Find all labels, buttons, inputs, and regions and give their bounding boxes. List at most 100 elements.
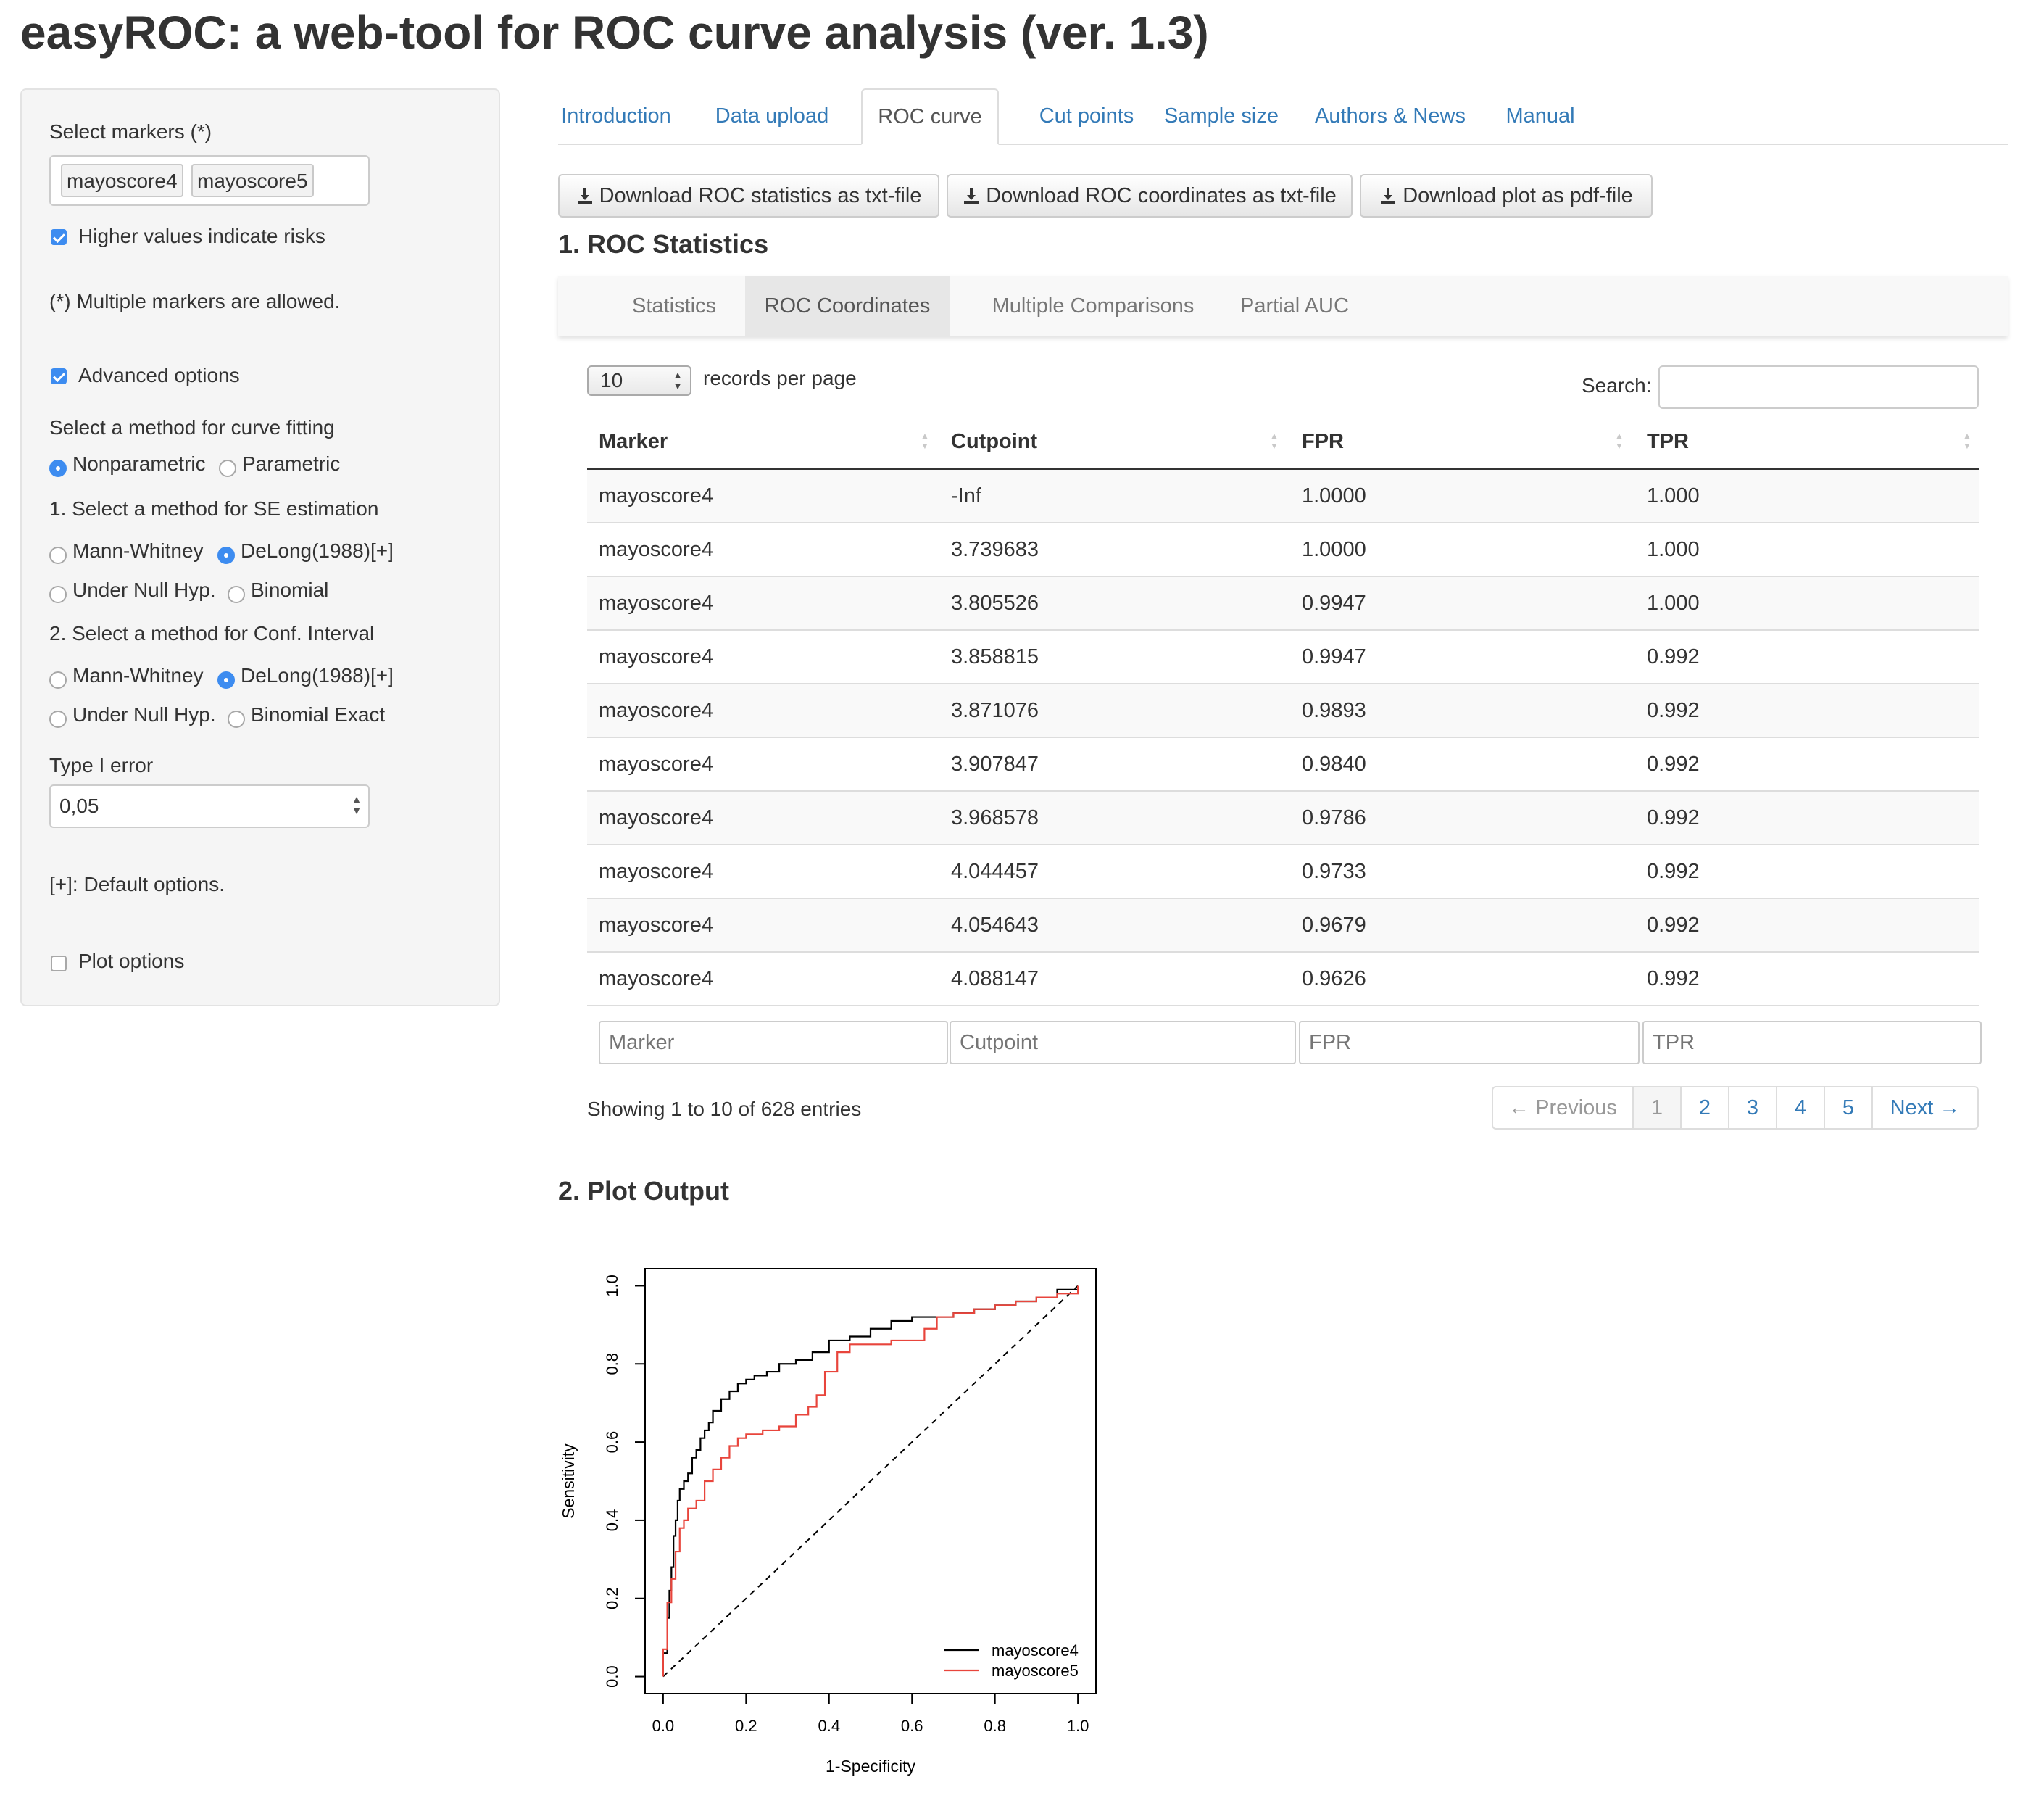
column-header-fpr[interactable]: FPR xyxy=(1302,430,1344,453)
filter-marker-input[interactable] xyxy=(599,1021,948,1064)
cell-cutpoint: 4.044457 xyxy=(951,860,1039,883)
table-row[interactable]: mayoscore4 -Inf 1.0000 1.000 xyxy=(587,470,1979,523)
subtab-statistics[interactable]: Statistics xyxy=(631,294,717,318)
marker-select-input[interactable]: mayoscore4 mayoscore5 xyxy=(49,155,370,206)
multiple-markers-note: (*) Multiple markers are allowed. xyxy=(49,290,341,312)
cell-fpr: 1.0000 xyxy=(1302,484,1366,508)
cell-tpr: 0.992 xyxy=(1647,967,1700,990)
column-header-marker[interactable]: Marker xyxy=(599,430,668,453)
table-row[interactable]: mayoscore4 3.907847 0.9840 0.992 xyxy=(587,738,1979,792)
radio-se-under-null[interactable] xyxy=(49,586,67,603)
table-row[interactable]: mayoscore4 3.805526 0.9947 1.000 xyxy=(587,577,1979,631)
sort-icon[interactable]: ▲ ▼ xyxy=(921,431,929,451)
download-plot-button[interactable]: Download plot as pdf-file xyxy=(1360,174,1653,218)
select-markers-label: Select markers (*) xyxy=(49,120,212,143)
tab-data-upload[interactable]: Data upload xyxy=(715,104,829,128)
cell-marker: mayoscore4 xyxy=(599,484,713,508)
download-stats-button[interactable]: Download ROC statistics as txt-file xyxy=(558,174,939,218)
type1-error-input[interactable]: 0,05 ▲ ▼ xyxy=(49,784,370,828)
tab-introduction[interactable]: Introduction xyxy=(561,104,671,128)
table-row[interactable]: mayoscore4 4.088147 0.9626 0.992 xyxy=(587,953,1979,1006)
cell-cutpoint: 3.907847 xyxy=(951,753,1039,776)
radio-ci-binomial-exact[interactable] xyxy=(228,710,245,728)
cell-fpr: 0.9626 xyxy=(1302,967,1366,990)
cell-cutpoint: 3.805526 xyxy=(951,592,1039,615)
pagination-page[interactable]: 3 xyxy=(1728,1086,1777,1130)
tab-authors-news[interactable]: Authors & News xyxy=(1315,104,1466,128)
x-tick-label: 0.6 xyxy=(901,1717,923,1735)
cell-fpr: 0.9733 xyxy=(1302,860,1366,883)
search-input[interactable] xyxy=(1658,365,1979,409)
y-axis-label: Sensitivity xyxy=(559,1443,578,1519)
pagination-page[interactable]: 4 xyxy=(1776,1086,1825,1130)
cell-tpr: 1.000 xyxy=(1647,538,1700,561)
marker-tag[interactable]: mayoscore5 xyxy=(191,164,314,197)
plot-options-checkbox[interactable] xyxy=(51,956,67,972)
download-icon xyxy=(1381,188,1396,204)
table-row[interactable]: mayoscore4 4.044457 0.9733 0.992 xyxy=(587,845,1979,899)
cell-tpr: 0.992 xyxy=(1647,860,1700,883)
sort-icon[interactable]: ▲ ▼ xyxy=(1615,431,1624,451)
advanced-options-checkbox[interactable] xyxy=(51,368,67,384)
radio-parametric[interactable] xyxy=(219,460,236,477)
tab-cut-points[interactable]: Cut points xyxy=(1039,104,1134,128)
radio-ci-mann-whitney[interactable] xyxy=(49,671,67,689)
radio-label: Parametric xyxy=(242,452,341,475)
table-row[interactable]: mayoscore4 3.871076 0.9893 0.992 xyxy=(587,684,1979,738)
x-axis-label: 1-Specificity xyxy=(826,1757,915,1776)
radio-label: Under Null Hyp. xyxy=(72,703,216,726)
cell-marker: mayoscore4 xyxy=(599,860,713,883)
higher-values-checkbox[interactable] xyxy=(51,229,67,245)
filter-cutpoint-input[interactable] xyxy=(950,1021,1296,1064)
pagination-next[interactable]: Next → xyxy=(1871,1086,1979,1130)
pagination-page[interactable]: 1 xyxy=(1632,1086,1682,1130)
subtab-multiple-comparisons[interactable]: Multiple Comparisons xyxy=(992,294,1195,318)
cell-marker: mayoscore4 xyxy=(599,645,713,668)
plot-options-label: Plot options xyxy=(78,950,185,972)
tab-manual[interactable]: Manual xyxy=(1505,104,1575,128)
marker-tag[interactable]: mayoscore4 xyxy=(61,164,183,197)
roc-curve-mayoscore5 xyxy=(662,1285,1079,1677)
tab-sample-size[interactable]: Sample size xyxy=(1164,104,1279,128)
table-row[interactable]: mayoscore4 3.968578 0.9786 0.992 xyxy=(587,792,1979,845)
column-header-tpr[interactable]: TPR xyxy=(1647,430,1689,453)
radio-se-delong[interactable] xyxy=(217,547,235,564)
download-coords-button[interactable]: Download ROC coordinates as txt-file xyxy=(947,174,1353,218)
cell-cutpoint: -Inf xyxy=(951,484,981,508)
radio-ci-under-null[interactable] xyxy=(49,710,67,728)
radio-se-mann-whitney[interactable] xyxy=(49,547,67,564)
filter-tpr-input[interactable] xyxy=(1642,1021,1982,1064)
table-row[interactable]: mayoscore4 3.739683 1.0000 1.000 xyxy=(587,523,1979,577)
y-tick-label: 0.8 xyxy=(603,1353,621,1375)
pagination-page[interactable]: 5 xyxy=(1824,1086,1873,1130)
y-tick-label: 0.2 xyxy=(603,1587,621,1610)
radio-label: DeLong(1988)[+] xyxy=(241,539,394,562)
radio-ci-delong[interactable] xyxy=(217,671,235,689)
cell-tpr: 0.992 xyxy=(1647,645,1700,668)
subtab-roc-coordinates[interactable]: ROC Coordinates xyxy=(745,276,950,336)
sort-icon[interactable]: ▲ ▼ xyxy=(1270,431,1279,451)
sort-icon[interactable]: ▲ ▼ xyxy=(1963,431,1972,451)
table-row[interactable]: mayoscore4 3.858815 0.9947 0.992 xyxy=(587,631,1979,684)
cell-tpr: 0.992 xyxy=(1647,914,1700,937)
subtab-partial-auc[interactable]: Partial AUC xyxy=(1240,294,1349,318)
cell-marker: mayoscore4 xyxy=(599,699,713,722)
y-tick-label: 0.0 xyxy=(603,1665,621,1688)
filter-fpr-input[interactable] xyxy=(1299,1021,1640,1064)
reference-diagonal-line xyxy=(662,1285,1079,1678)
radio-se-binomial[interactable] xyxy=(228,586,245,603)
spinner-icon[interactable]: ▲ ▼ xyxy=(352,793,362,816)
table-row[interactable]: mayoscore4 4.054643 0.9679 0.992 xyxy=(587,899,1979,953)
pagination-previous[interactable]: ← Previous xyxy=(1492,1086,1634,1130)
y-tick-label: 0.4 xyxy=(603,1509,621,1532)
pagination-page[interactable]: 2 xyxy=(1680,1086,1729,1130)
cell-cutpoint: 3.858815 xyxy=(951,645,1039,668)
radio-label: Nonparametric xyxy=(72,452,206,475)
legend-entry: mayoscore5 xyxy=(992,1662,1079,1680)
download-icon xyxy=(577,188,592,204)
page-size-select[interactable]: 10 ▲ ▼ xyxy=(587,365,691,396)
section-roc-statistics-title: 1. ROC Statistics xyxy=(558,229,769,259)
radio-nonparametric[interactable] xyxy=(49,460,67,477)
column-header-cutpoint[interactable]: Cutpoint xyxy=(951,430,1038,453)
tab-roc-curve[interactable]: ROC curve xyxy=(861,88,999,145)
